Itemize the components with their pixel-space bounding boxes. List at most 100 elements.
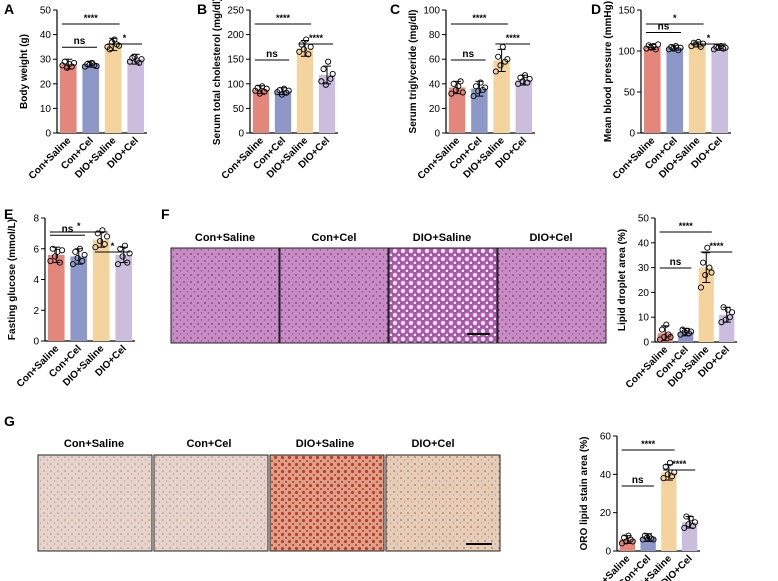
data-point: [459, 89, 466, 96]
sig-label: ns: [632, 475, 644, 486]
bar-e-2: [92, 239, 110, 341]
data-point: [285, 87, 292, 94]
data-point: [56, 259, 63, 266]
data-point: [472, 83, 479, 90]
data-point: [61, 58, 68, 65]
y-tick-label: 250: [227, 6, 244, 17]
y-tick-label: 150: [227, 55, 244, 66]
data-point: [303, 36, 310, 43]
he-image-dio-cel: [497, 247, 607, 344]
oro-image-dio-saline: [269, 454, 385, 552]
data-point: [74, 254, 81, 262]
y-tick-label: 50: [624, 88, 636, 99]
y-axis-label: Mean blood pressure (mmHg): [603, 1, 614, 142]
sig-label: ****: [641, 439, 656, 449]
oro-image-con-saline: [37, 454, 153, 552]
oro-histology-row: G Con+Saline Con+Cel DIO+Saline DIO+Cel: [4, 413, 501, 552]
y-tick-label: 2: [33, 306, 39, 317]
bar-e-0: [47, 254, 65, 341]
data-point: [300, 46, 307, 53]
y-tick-label: 40: [638, 238, 650, 249]
data-point: [94, 230, 101, 237]
he-title-dio-cel: DIO+Cel: [529, 232, 572, 244]
data-point: [663, 321, 670, 328]
data-point: [305, 51, 312, 58]
bar-d-0: [643, 46, 661, 133]
he-image-con-cel: [279, 247, 389, 344]
sig-label: ns: [74, 36, 86, 47]
data-point: [71, 59, 78, 66]
data-point: [688, 328, 695, 335]
data-point: [629, 538, 636, 545]
y-axis-label: Serum total cholesterol (mg/dl): [212, 0, 223, 145]
data-point: [59, 247, 66, 254]
y-axis-label: Serum triglyceride (mg/dl): [408, 10, 419, 134]
data-point: [655, 41, 662, 48]
data-point: [119, 253, 126, 260]
y-tick-label: 40: [600, 470, 612, 481]
he-title-con-cel: Con+Cel: [312, 232, 357, 244]
data-point: [138, 56, 145, 63]
y-tick-label: 200: [227, 30, 244, 41]
data-point: [325, 58, 332, 65]
data-point: [106, 46, 113, 53]
data-point: [482, 84, 489, 91]
sig-label: *: [77, 221, 81, 231]
data-point: [650, 536, 657, 543]
data-point: [660, 475, 667, 482]
data-point: [81, 251, 88, 258]
panel-letter-d: D: [591, 1, 601, 17]
data-point: [652, 46, 659, 53]
bar-d-2: [688, 44, 706, 133]
y-tick-label: 30: [40, 55, 52, 66]
sig-label: *: [673, 13, 677, 23]
data-point: [296, 48, 303, 55]
panel-letter-a: A: [4, 1, 14, 17]
sig-label: ns: [670, 257, 682, 268]
data-point: [497, 62, 504, 69]
he-image-dio-saline: [388, 247, 498, 344]
data-point: [126, 250, 133, 257]
data-point: [450, 80, 457, 87]
data-point: [327, 75, 334, 82]
bar-d-3: [711, 47, 729, 133]
y-tick-label: 0: [45, 129, 51, 140]
data-point: [697, 284, 704, 291]
oro-title-dio-saline: DIO+Saline: [296, 438, 354, 450]
bar-d-1: [666, 47, 684, 133]
sig-label: ns: [266, 49, 278, 60]
data-point: [52, 253, 59, 260]
sig-label: *: [707, 33, 711, 43]
y-tick-label: 20: [429, 104, 441, 115]
bar-g-quant-0: [619, 539, 636, 551]
y-tick-label: 4: [33, 275, 39, 286]
data-point: [499, 43, 506, 50]
data-point: [47, 257, 54, 265]
bar-a-3: [127, 59, 145, 134]
y-tick-label: 20: [40, 79, 52, 90]
data-point: [93, 63, 100, 70]
data-point: [76, 245, 83, 252]
bar-a-2: [104, 44, 122, 133]
y-tick-label: 0: [238, 129, 244, 140]
y-tick-label: 40: [40, 30, 52, 41]
y-tick-label: 50: [233, 104, 245, 115]
data-point: [515, 80, 522, 87]
data-point: [706, 264, 713, 271]
data-point: [92, 244, 99, 251]
data-point: [722, 44, 729, 51]
bar-c-1: [471, 88, 488, 133]
sig-label: ****: [679, 221, 694, 231]
data-point: [97, 238, 104, 245]
bar-f-quant-3: [719, 314, 735, 342]
data-point: [457, 78, 464, 85]
panel-letter-b: B: [197, 1, 207, 17]
bar-b-2: [296, 48, 314, 133]
bar-b-1: [274, 91, 292, 133]
y-tick-label: 0: [629, 129, 635, 140]
data-point: [504, 56, 511, 63]
data-point: [659, 326, 666, 333]
